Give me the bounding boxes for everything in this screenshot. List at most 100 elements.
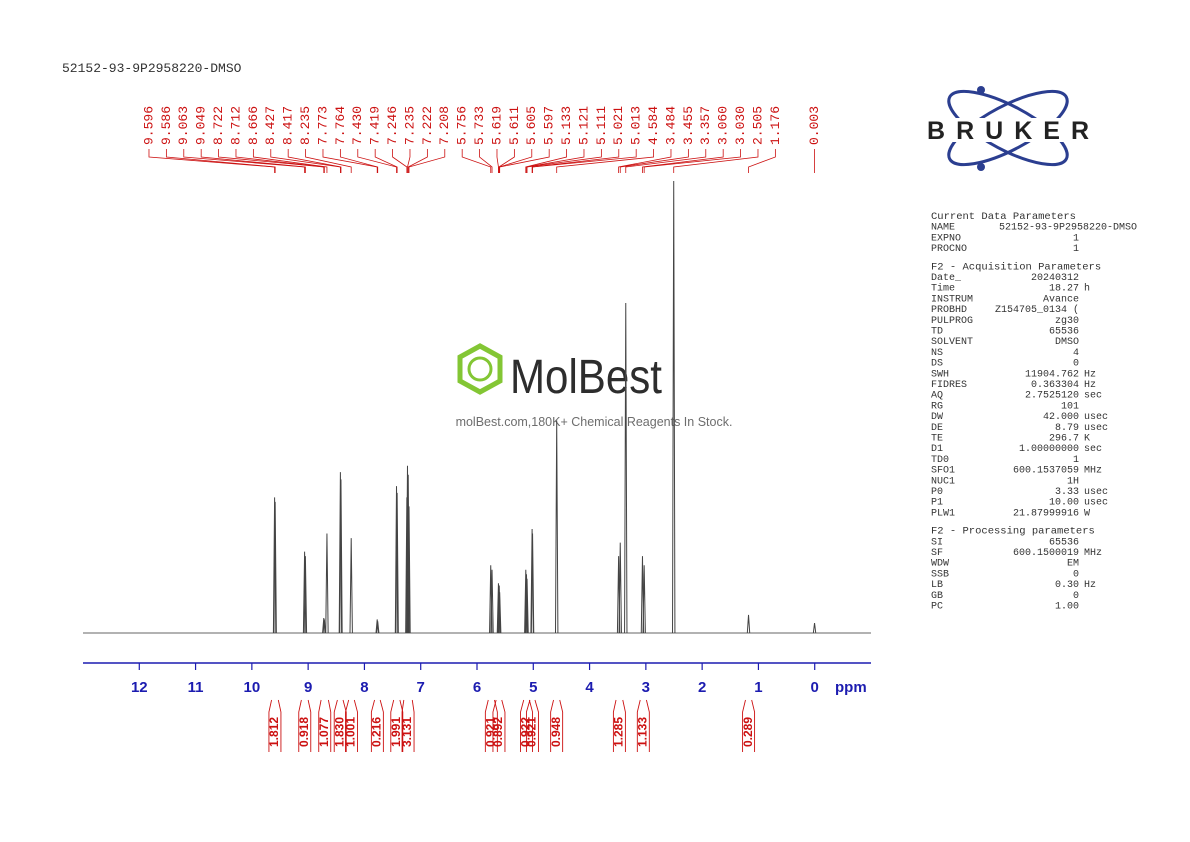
watermark-icon: [457, 343, 503, 395]
parameter-unit: MHz: [1084, 548, 1102, 559]
parameter-name: SI: [931, 537, 943, 548]
parameter-value: 65536: [1049, 537, 1079, 548]
parameter-unit: usec: [1084, 423, 1108, 434]
parameter-name: GB: [931, 591, 943, 602]
logo: BRUKER: [925, 86, 1091, 171]
parameter-unit: sec: [1084, 444, 1102, 455]
peak: [555, 420, 559, 634]
peak-label: 8.427: [263, 106, 278, 145]
peak: [812, 622, 817, 634]
peak: [525, 578, 529, 634]
parameter-unit: usec: [1084, 487, 1108, 498]
peak-label: 0.003: [807, 106, 822, 145]
peak-label: 1.176: [768, 106, 783, 145]
parameter-value: 8.79: [1055, 423, 1079, 434]
peak-connector: [392, 149, 408, 173]
integral-label: 1.812: [267, 717, 281, 747]
peak-label: 3.357: [698, 106, 713, 145]
peak: [407, 506, 411, 634]
peak-connector: [618, 149, 672, 173]
peak-label: 5.121: [576, 106, 591, 145]
parameter-value: 1.00: [1055, 601, 1079, 612]
parameter-value: 0.363304: [1031, 380, 1079, 391]
peak-connector: [532, 149, 637, 173]
peak: [376, 621, 380, 634]
integral-label: 0.918: [297, 717, 311, 747]
x-tick-label: 1: [754, 679, 762, 696]
parameter-name: D1: [931, 444, 943, 455]
parameter-value: 101: [1061, 401, 1079, 412]
parameter-value: 21.87999916: [1013, 508, 1079, 519]
peak: [349, 538, 353, 634]
peak-label: 7.246: [385, 106, 400, 145]
peak-connector: [235, 149, 325, 173]
parameter-name: P1: [931, 498, 943, 509]
peak-label: 9.586: [159, 106, 174, 145]
integral-label: 0.921: [484, 717, 498, 747]
parameter-value: 600.1500019: [1013, 548, 1079, 559]
peak-connector: [496, 149, 499, 173]
parameter-unit: W: [1084, 508, 1090, 519]
parameter-name: NAME: [931, 223, 955, 234]
peak-connector: [339, 149, 379, 173]
peak-label: 8.235: [298, 106, 313, 145]
integral-label: 0.948: [549, 717, 563, 747]
peak: [322, 618, 326, 634]
x-tick-label: 9: [304, 679, 312, 696]
integral-label: 1.001: [344, 717, 358, 747]
parameter-unit: h: [1084, 283, 1090, 295]
parameter-name: SF: [931, 548, 943, 559]
parameter-value: EM: [1067, 559, 1079, 570]
peak-label: 7.222: [420, 106, 435, 145]
peak-connector: [748, 149, 776, 173]
parameter-name: NS: [931, 348, 943, 359]
x-tick-label: 6: [473, 679, 481, 696]
parameter-unit: usec: [1084, 498, 1108, 509]
parameter-value: 4: [1073, 348, 1079, 359]
parameter-name: PULPROG: [931, 316, 973, 327]
integral-bracket: [345, 699, 358, 752]
peak: [339, 479, 343, 634]
parameter-unit: usec: [1084, 412, 1108, 423]
parameter-name: TD: [931, 326, 943, 337]
peak: [524, 574, 529, 634]
x-axis-label: ppm: [835, 679, 867, 696]
peak-connector: [556, 149, 654, 173]
peak-label: 8.666: [246, 106, 261, 145]
peak-connector: [374, 149, 398, 173]
x-tick-label: 8: [360, 679, 368, 696]
peak-label: 5.605: [524, 106, 539, 145]
parameter-name: SSB: [931, 569, 949, 580]
peak-connector: [305, 149, 352, 173]
integral-bracket: [333, 699, 347, 752]
parameter-unit: K: [1084, 433, 1090, 444]
logo-dot: [977, 163, 985, 171]
integral-label: 1.077: [317, 717, 331, 747]
parameter-value: 1: [1073, 233, 1079, 244]
peak-label: 5.619: [489, 106, 504, 145]
parameter-unit: Hz: [1084, 380, 1096, 391]
integral-bracket: [298, 699, 312, 752]
integral-bracket: [268, 699, 282, 752]
x-tick-label: 2: [698, 679, 706, 696]
peak: [302, 551, 307, 634]
parameter-value: Z154705_0134 (: [995, 304, 1079, 316]
integral-bracket: [636, 699, 650, 752]
parameter-value: 42.000: [1043, 412, 1079, 423]
peak-connector: [498, 149, 515, 173]
peak: [497, 592, 502, 634]
peak-label: 8.722: [211, 106, 226, 145]
parameter-value: 0: [1073, 359, 1079, 370]
integral-label: 1.133: [635, 717, 649, 747]
integral-label: 0.892: [491, 717, 505, 747]
peak: [273, 501, 277, 634]
integral-label: 1.991: [389, 717, 403, 747]
parameter-name: EXPNO: [931, 233, 961, 244]
peak-label: 9.063: [176, 106, 191, 145]
parameter-name: RG: [931, 401, 943, 412]
logo-dot: [977, 86, 985, 94]
integral-bracket: [401, 699, 415, 752]
integral-bracket: [742, 699, 756, 752]
